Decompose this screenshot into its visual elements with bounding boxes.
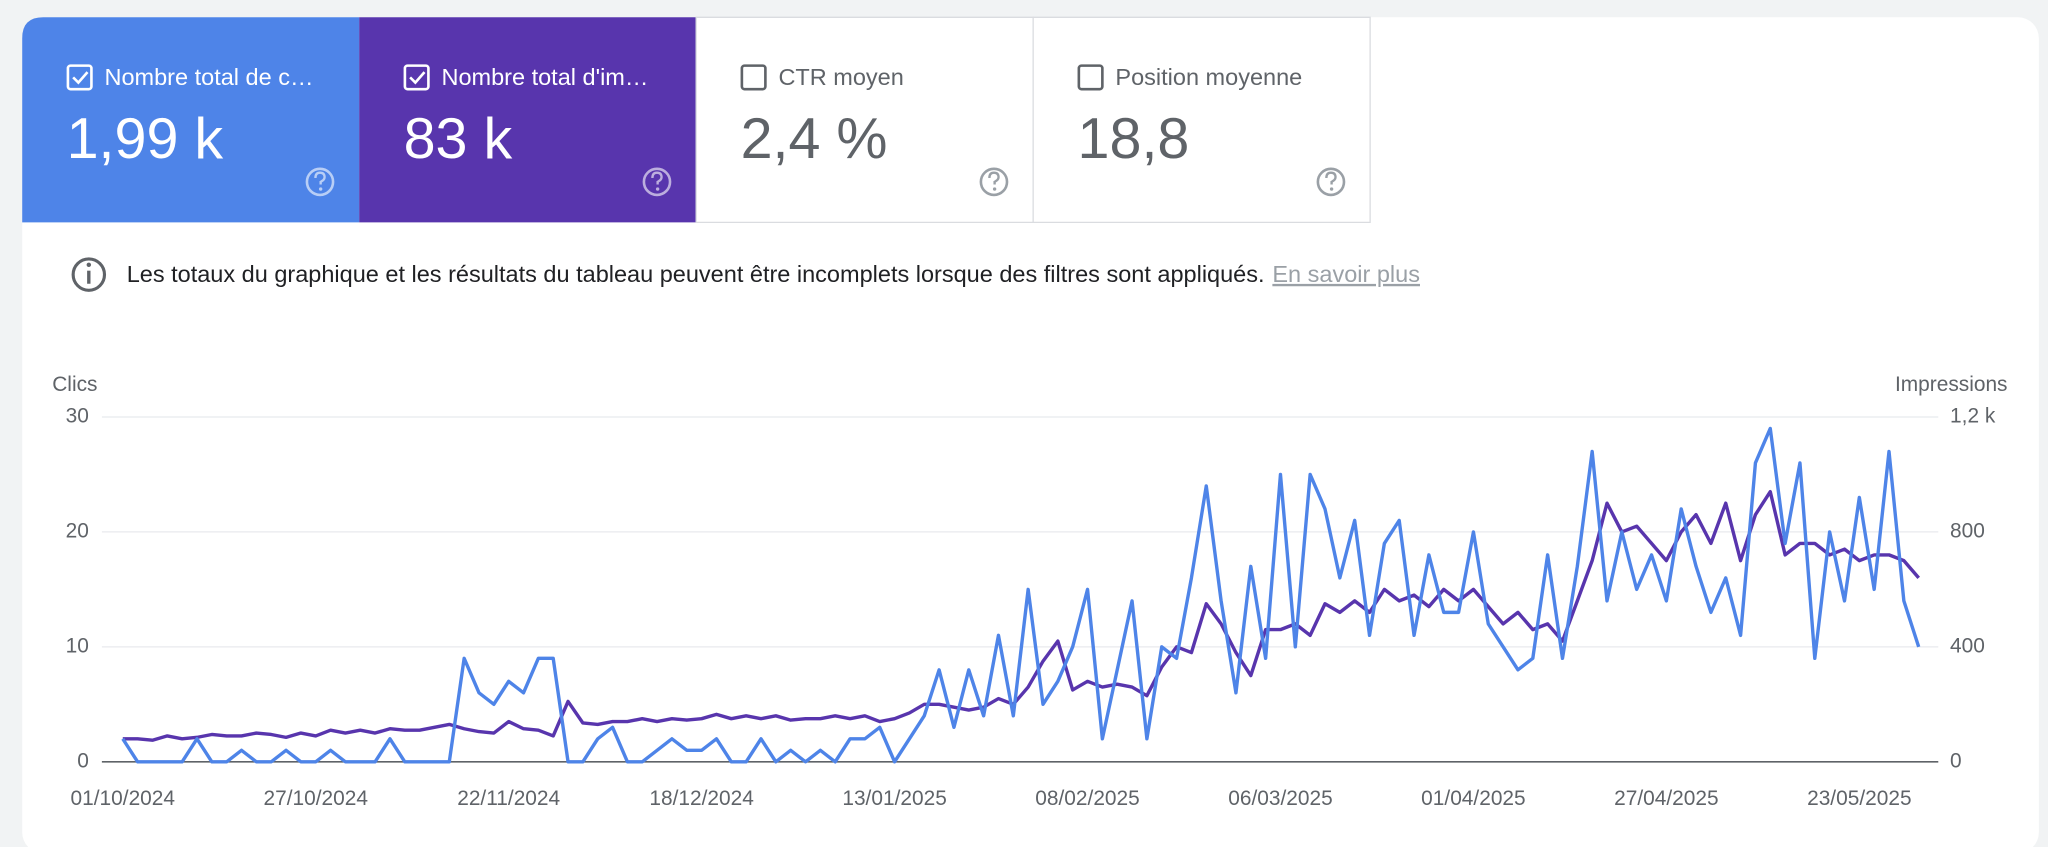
help-dot (318, 187, 323, 191)
help-mark (1325, 171, 1337, 185)
help-icon (305, 167, 335, 197)
metric-card[interactable]: Position moyenne 18,8 (1032, 16, 1371, 224)
checkmark (72, 71, 89, 85)
metric-label: Position moyenne (1115, 64, 1302, 90)
checkbox[interactable] (66, 64, 93, 91)
metric-value: 18,8 (1078, 107, 1190, 171)
info-icon (71, 257, 107, 292)
help-mark (988, 171, 1000, 185)
x-tick-label: 06/03/2025 (1228, 787, 1332, 810)
metric-value: 1,99 k (67, 107, 224, 171)
metric-label: Nombre total d'im… (441, 64, 648, 90)
card-background (22, 17, 360, 223)
notice: Les totaux du graphique et les résultats… (127, 261, 1420, 287)
y2-tick-label: 800 (1950, 519, 1985, 542)
y2-axis-title: Impressions (1895, 373, 2008, 396)
help-icon (979, 167, 1009, 197)
plot: 0 10 20 30 0 400 800 1,2 k 01/10/2024 27/10/2024 2… (66, 404, 1996, 810)
help-mark (314, 171, 326, 185)
metric-label: CTR moyen (778, 64, 903, 90)
metric-value: 2,4 % (741, 107, 888, 171)
x-tick-label: 08/02/2025 (1035, 787, 1139, 810)
x-tick-label: 27/04/2025 (1614, 787, 1718, 810)
x-tick-label: 01/04/2025 (1421, 787, 1525, 810)
card-background (359, 17, 697, 223)
metric-cards: Nombre total de c… 1,99 k Nombre total d'i… (22, 16, 1371, 224)
metric-value: 83 k (404, 107, 513, 171)
checkbox[interactable] (1077, 64, 1104, 91)
learn-more-link[interactable]: En savoir plus (1272, 261, 1420, 287)
y-tick-label: 30 (66, 404, 89, 427)
metric-card[interactable]: CTR moyen 2,4 % (695, 16, 1034, 224)
help-dot (1329, 187, 1334, 191)
y-tick-label: 10 (66, 634, 89, 657)
help-mark (651, 171, 663, 185)
x-tick-label: 13/01/2025 (842, 787, 946, 810)
checkbox[interactable] (740, 64, 767, 91)
help-dot (655, 187, 660, 191)
y2-tick-label: 0 (1950, 749, 1962, 772)
metric-card[interactable]: Nombre total de c… 1,99 k (22, 17, 360, 223)
x-tick-label: 18/12/2024 (649, 787, 753, 810)
y-tick-label: 20 (66, 519, 89, 542)
y2-tick-label: 400 (1950, 634, 1985, 657)
x-tick-label: 27/10/2024 (263, 787, 367, 810)
help-icon (1316, 167, 1346, 197)
x-tick-label: 01/10/2024 (71, 787, 175, 810)
y2-tick-label: 1,2 k (1950, 404, 1996, 427)
help-dot (992, 187, 997, 191)
series-line (122, 489, 1920, 742)
help-icon (642, 167, 672, 197)
x-tick-label: 23/05/2025 (1807, 787, 1911, 810)
checkbox[interactable] (403, 64, 430, 91)
metric-label: Nombre total de c… (104, 64, 313, 90)
y-axis-title: Clics (52, 373, 97, 396)
checkmark (409, 71, 426, 85)
card-background (1032, 16, 1371, 224)
x-tick-label: 22/11/2024 (457, 787, 560, 810)
series-line (121, 426, 1921, 764)
notice-text: Les totaux du graphique et les résultats… (127, 261, 1265, 287)
y-tick-label: 0 (77, 749, 89, 772)
metric-card[interactable]: Nombre total d'im… 83 k (359, 17, 697, 223)
